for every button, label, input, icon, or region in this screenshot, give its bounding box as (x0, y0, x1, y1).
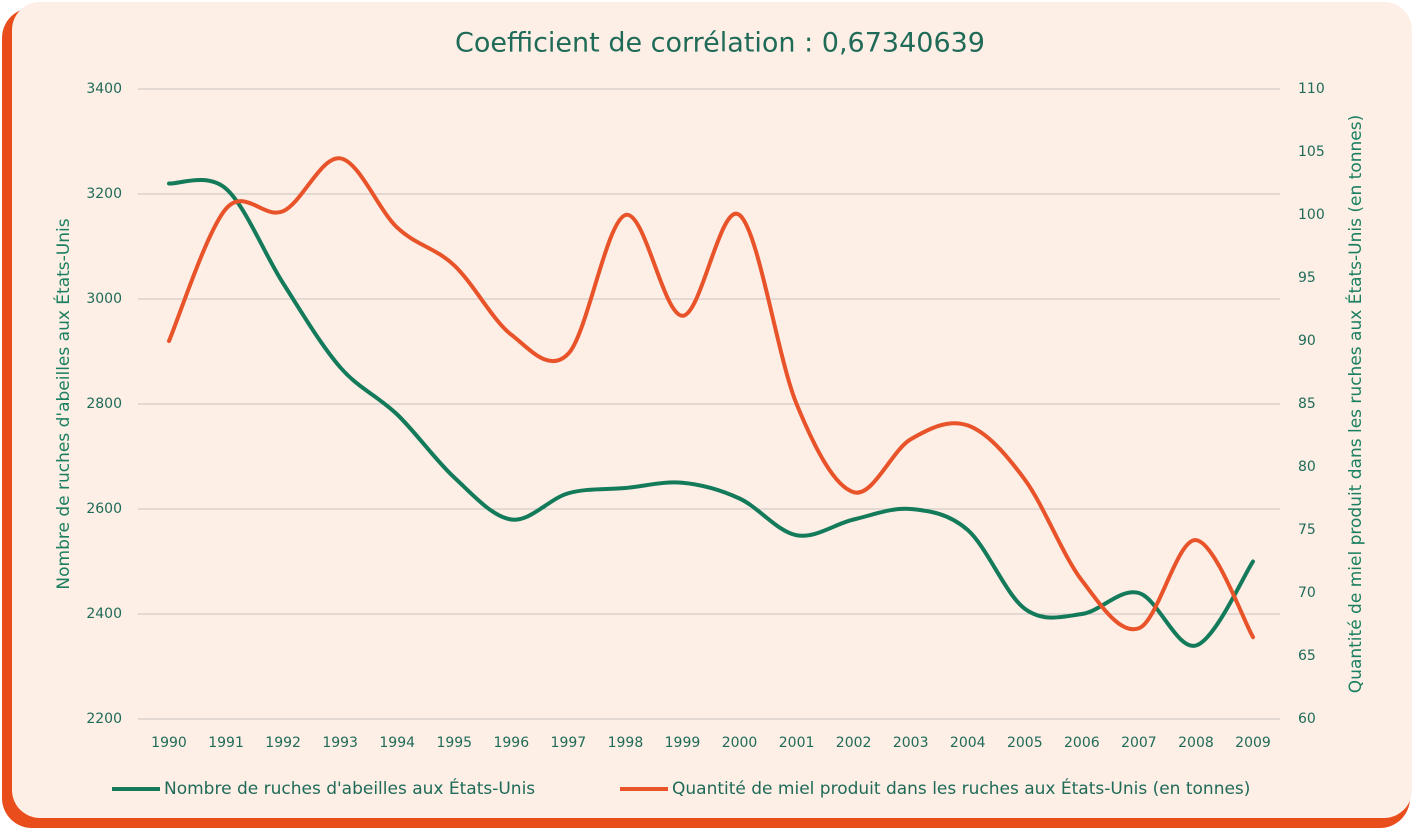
card (12, 2, 1412, 818)
x-tick-label: 2002 (836, 735, 872, 751)
y2-tick-label: 70 (1298, 585, 1316, 601)
x-tick-label: 1993 (322, 735, 358, 751)
x-tick-label: 1990 (151, 735, 187, 751)
x-tick-label: 1996 (493, 735, 529, 751)
y2-tick-label: 90 (1298, 333, 1316, 349)
series-line (167, 178, 1255, 648)
x-tick-label: 1995 (436, 735, 472, 751)
x-tick-label: 2009 (1235, 735, 1271, 751)
x-tick-label: 2000 (722, 735, 758, 751)
series-line (167, 156, 1255, 640)
y2-axis-title: Quantité de miel produit dans les ruches… (1344, 115, 1366, 693)
y-tick-label: 2200 (86, 711, 122, 727)
y2-tick-label: 60 (1298, 711, 1316, 727)
x-tick-label: 2003 (893, 735, 929, 751)
x-tick-label: 1992 (265, 735, 301, 751)
x-tick-label: 1998 (608, 735, 644, 751)
x-tick-label: 2001 (779, 735, 815, 751)
y-tick-label: 3000 (86, 291, 122, 307)
y2-tick-label: 100 (1298, 207, 1325, 223)
x-tick-label: 2008 (1178, 735, 1214, 751)
y-tick-label: 2600 (86, 501, 122, 517)
y2-tick-label: 75 (1298, 522, 1316, 538)
x-tick-label: 1999 (665, 735, 701, 751)
x-tick-label: 1997 (551, 735, 587, 751)
x-tick-label: 2007 (1121, 735, 1157, 751)
y-axis-title: Nombre de ruches d'abeilles aux États-Un… (52, 218, 74, 589)
y2-tick-label: 110 (1298, 81, 1325, 97)
x-tick-label: 1994 (379, 735, 415, 751)
x-tick-label: 2006 (1064, 735, 1100, 751)
y-tick-label: 2400 (86, 606, 122, 622)
y2-tick-label: 95 (1298, 270, 1316, 286)
y-tick-label: 3200 (86, 186, 122, 202)
x-tick-label: 1991 (208, 735, 244, 751)
legend-label: Quantité de miel produit dans les ruches… (672, 777, 1250, 799)
x-tick-label: 2004 (950, 735, 986, 751)
y2-tick-label: 85 (1298, 396, 1316, 412)
chart-title: Coefficient de corrélation : 0,67340639 (455, 28, 985, 59)
y2-tick-label: 80 (1298, 459, 1316, 475)
y-tick-label: 3400 (86, 81, 122, 97)
x-tick-label: 2005 (1007, 735, 1043, 751)
y2-tick-label: 65 (1298, 648, 1316, 664)
y-tick-label: 2800 (86, 396, 122, 412)
legend-label: Nombre de ruches d'abeilles aux États-Un… (164, 777, 535, 799)
y2-tick-label: 105 (1298, 144, 1325, 160)
